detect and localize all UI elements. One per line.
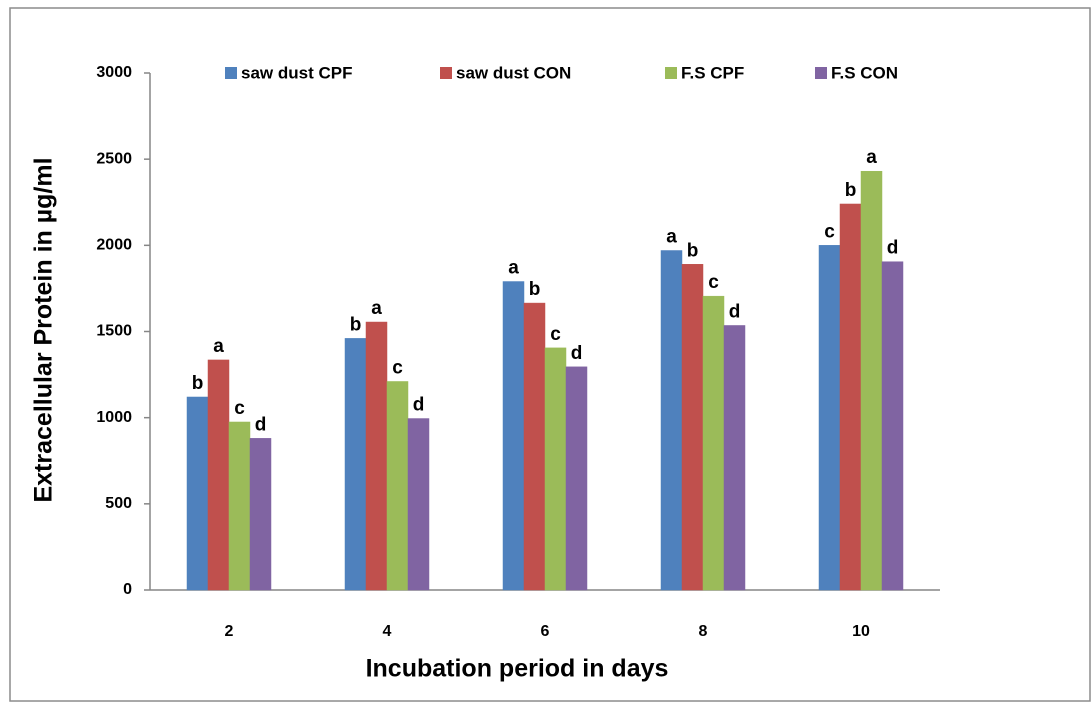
y-tick-label: 1500	[96, 323, 132, 340]
bar-letter: c	[824, 221, 835, 242]
x-tick-label: 8	[699, 623, 708, 640]
bar	[839, 203, 862, 591]
x-tick-label: 10	[852, 623, 870, 640]
bar-letter: a	[213, 336, 224, 357]
bar-letter: c	[708, 272, 719, 293]
bar-letter: a	[508, 258, 519, 279]
bar-letter: a	[666, 227, 677, 248]
bar	[702, 295, 725, 591]
y-axis-label: Extracellular Protein in µg/ml	[30, 157, 58, 502]
y-tick-label: 0	[123, 581, 132, 598]
bar	[186, 396, 209, 591]
bar-letter: a	[866, 147, 877, 168]
bar-letter: d	[887, 238, 899, 259]
bar	[502, 281, 525, 591]
bar-letter: d	[571, 343, 583, 364]
bar-letter: b	[845, 180, 857, 201]
bar-letter: c	[392, 357, 403, 378]
legend-swatch	[815, 67, 827, 79]
bar-letter: c	[550, 324, 561, 345]
legend-label: saw dust CON	[456, 63, 571, 82]
bar	[544, 347, 567, 591]
legend-label: saw dust CPF	[241, 63, 352, 82]
bar	[818, 245, 841, 591]
chart-frame	[9, 7, 1091, 702]
y-tick-label: 1000	[96, 409, 132, 426]
bar-letter: b	[687, 240, 699, 261]
bar	[660, 250, 683, 591]
bar-letter: d	[413, 395, 425, 416]
x-tick-label: 6	[541, 623, 550, 640]
y-tick-label: 2000	[96, 237, 132, 254]
legend-swatch	[225, 67, 237, 79]
bar	[249, 438, 272, 591]
y-tick-label: 3000	[96, 64, 132, 81]
y-tick-label: 500	[105, 495, 132, 512]
x-axis-label: Incubation period in days	[366, 655, 669, 683]
legend-label: F.S CON	[831, 63, 898, 82]
bar	[386, 381, 409, 591]
bar	[723, 325, 746, 591]
bar-letter: d	[729, 301, 741, 322]
bar	[228, 421, 251, 591]
legend-swatch	[440, 67, 452, 79]
bar	[523, 302, 546, 591]
bar-letter: d	[255, 414, 267, 435]
legend-swatch	[665, 67, 677, 79]
bar	[881, 261, 904, 591]
bar	[207, 359, 230, 591]
bar-letter: b	[192, 373, 204, 394]
legend-label: F.S CPF	[681, 63, 744, 82]
x-tick-label: 4	[383, 623, 392, 640]
bar	[860, 170, 883, 591]
bar-letter: c	[234, 398, 245, 419]
bar	[344, 338, 367, 591]
bar-letter: b	[350, 314, 362, 335]
bar-letter: a	[371, 298, 382, 319]
bar-letter: b	[529, 279, 541, 300]
bar	[365, 321, 388, 591]
bar	[565, 366, 588, 591]
y-tick-label: 2500	[96, 150, 132, 167]
x-tick-label: 2	[225, 623, 234, 640]
bar	[407, 418, 430, 591]
bar	[681, 264, 704, 591]
